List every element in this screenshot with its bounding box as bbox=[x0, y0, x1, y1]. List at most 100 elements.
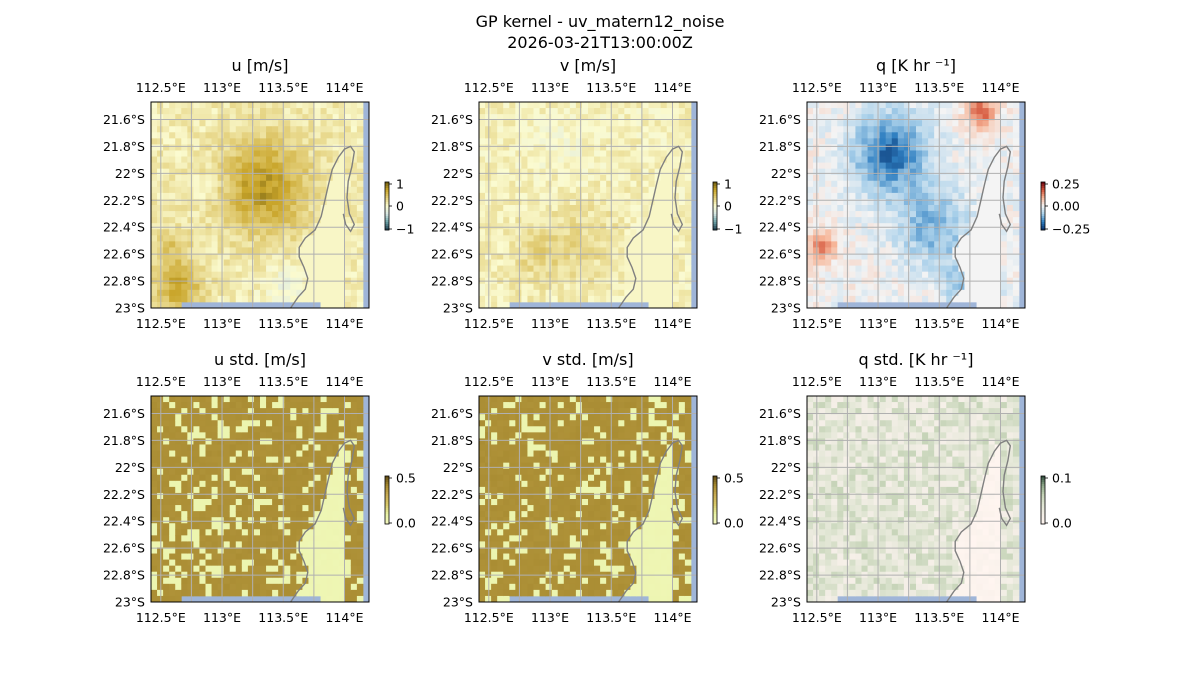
heatmap-cell bbox=[308, 259, 315, 266]
heatmap-cell bbox=[964, 241, 971, 248]
heatmap-cell bbox=[588, 211, 595, 218]
heatmap-cell bbox=[338, 247, 346, 254]
heatmap-cell bbox=[308, 205, 315, 212]
heatmap-cell bbox=[648, 211, 656, 218]
heatmap-cell bbox=[485, 150, 492, 157]
heatmap-cell bbox=[897, 259, 905, 266]
heatmap-cell bbox=[211, 247, 219, 254]
heatmap-cell bbox=[320, 468, 328, 476]
colorbar-segment bbox=[385, 194, 389, 197]
heatmap-cell bbox=[891, 253, 899, 260]
heatmap-cell bbox=[235, 289, 243, 297]
heatmap-cell bbox=[241, 559, 249, 567]
heatmap-cell bbox=[266, 577, 273, 585]
x-tick-label-bottom: 113.5°E bbox=[258, 610, 308, 625]
heatmap-cell bbox=[193, 174, 200, 182]
heatmap-cell bbox=[952, 120, 959, 127]
heatmap-cell bbox=[278, 450, 285, 457]
heatmap-cell bbox=[964, 174, 971, 182]
colorbar-segment bbox=[385, 514, 389, 517]
heatmap-cell bbox=[223, 174, 231, 182]
heatmap-cell bbox=[916, 247, 923, 254]
heatmap-cell bbox=[843, 144, 850, 151]
heatmap-cell bbox=[855, 102, 862, 109]
heatmap-cell bbox=[217, 259, 225, 266]
heatmap-cell bbox=[982, 156, 990, 163]
heatmap-cell bbox=[636, 192, 643, 200]
heatmap-cell bbox=[994, 126, 1002, 133]
heatmap-cell bbox=[515, 235, 522, 242]
heatmap-cell bbox=[253, 265, 261, 273]
heatmap-cell bbox=[618, 138, 625, 145]
colorbar-segment bbox=[385, 504, 389, 507]
heatmap-cell bbox=[1006, 186, 1014, 194]
heatmap-cell bbox=[235, 553, 243, 560]
heatmap-cell bbox=[1000, 138, 1008, 145]
heatmap-cell bbox=[175, 241, 182, 248]
heatmap-cell bbox=[308, 241, 315, 248]
heatmap-cell bbox=[934, 235, 941, 242]
heatmap-cell bbox=[672, 102, 680, 109]
heatmap-cell bbox=[175, 438, 182, 445]
heatmap-cell bbox=[181, 553, 188, 560]
heatmap-cell bbox=[350, 486, 358, 494]
heatmap-cell bbox=[320, 241, 328, 248]
heatmap-cell bbox=[976, 162, 984, 170]
heatmap-cell bbox=[193, 126, 200, 133]
heatmap-cell bbox=[916, 198, 923, 206]
heatmap-cell bbox=[819, 259, 826, 266]
heatmap-cell bbox=[988, 132, 996, 139]
colorbar: 0.50.0 bbox=[384, 471, 416, 531]
heatmap-cell bbox=[539, 102, 547, 109]
heatmap-cell bbox=[205, 505, 212, 512]
heatmap-cell bbox=[479, 223, 486, 230]
heatmap-cell bbox=[934, 229, 941, 236]
heatmap-cell bbox=[223, 541, 231, 548]
heatmap-cell bbox=[491, 229, 498, 236]
heatmap-cell bbox=[169, 229, 176, 236]
heatmap-cell bbox=[326, 511, 334, 518]
heatmap-cell bbox=[867, 271, 875, 279]
heatmap-cell bbox=[314, 420, 321, 427]
heatmap-cell bbox=[684, 301, 692, 308]
heatmap-cell bbox=[278, 174, 285, 182]
heatmap-cell bbox=[266, 156, 273, 163]
heatmap-cell bbox=[260, 108, 267, 115]
heatmap-cell bbox=[497, 259, 504, 266]
heatmap-cell bbox=[350, 132, 358, 139]
panel-v_std: v std. [m/s]112.5°E112.5°E113°E113°E113.… bbox=[431, 350, 744, 625]
colorbar-tick-label: 0 bbox=[396, 199, 404, 214]
heatmap-cell bbox=[193, 102, 200, 109]
heatmap-cell bbox=[934, 217, 941, 224]
heatmap-cell bbox=[648, 180, 656, 188]
heatmap-cell bbox=[922, 102, 929, 109]
heatmap-cell bbox=[356, 480, 364, 488]
heatmap-cell bbox=[350, 120, 358, 127]
heatmap-cell bbox=[491, 295, 498, 303]
heatmap-cell bbox=[952, 162, 959, 170]
heatmap-cell bbox=[350, 301, 358, 308]
heatmap-cell bbox=[1006, 217, 1014, 224]
heatmap-cell bbox=[964, 289, 971, 297]
heatmap-cell bbox=[302, 229, 309, 236]
heatmap-cell bbox=[266, 205, 273, 212]
heatmap-cell bbox=[630, 126, 637, 133]
heatmap-cell bbox=[855, 138, 862, 145]
heatmap-cell bbox=[666, 132, 674, 139]
heatmap-cell bbox=[922, 180, 929, 188]
heatmap-cell bbox=[326, 247, 334, 254]
heatmap-cell bbox=[278, 235, 285, 242]
heatmap-cell bbox=[223, 511, 231, 518]
heatmap-cell bbox=[982, 126, 990, 133]
colorbar-segment bbox=[385, 500, 389, 503]
heatmap-cell bbox=[479, 474, 486, 482]
heatmap-cell bbox=[630, 295, 637, 303]
heatmap-cell bbox=[151, 438, 158, 445]
heatmap-cell bbox=[479, 265, 486, 273]
heatmap-cell bbox=[332, 541, 340, 548]
heatmap-cell bbox=[885, 174, 893, 182]
heatmap-cell bbox=[253, 396, 261, 403]
heatmap-cell bbox=[199, 150, 206, 157]
heatmap-cell bbox=[235, 559, 243, 567]
heatmap-cell bbox=[308, 426, 315, 433]
